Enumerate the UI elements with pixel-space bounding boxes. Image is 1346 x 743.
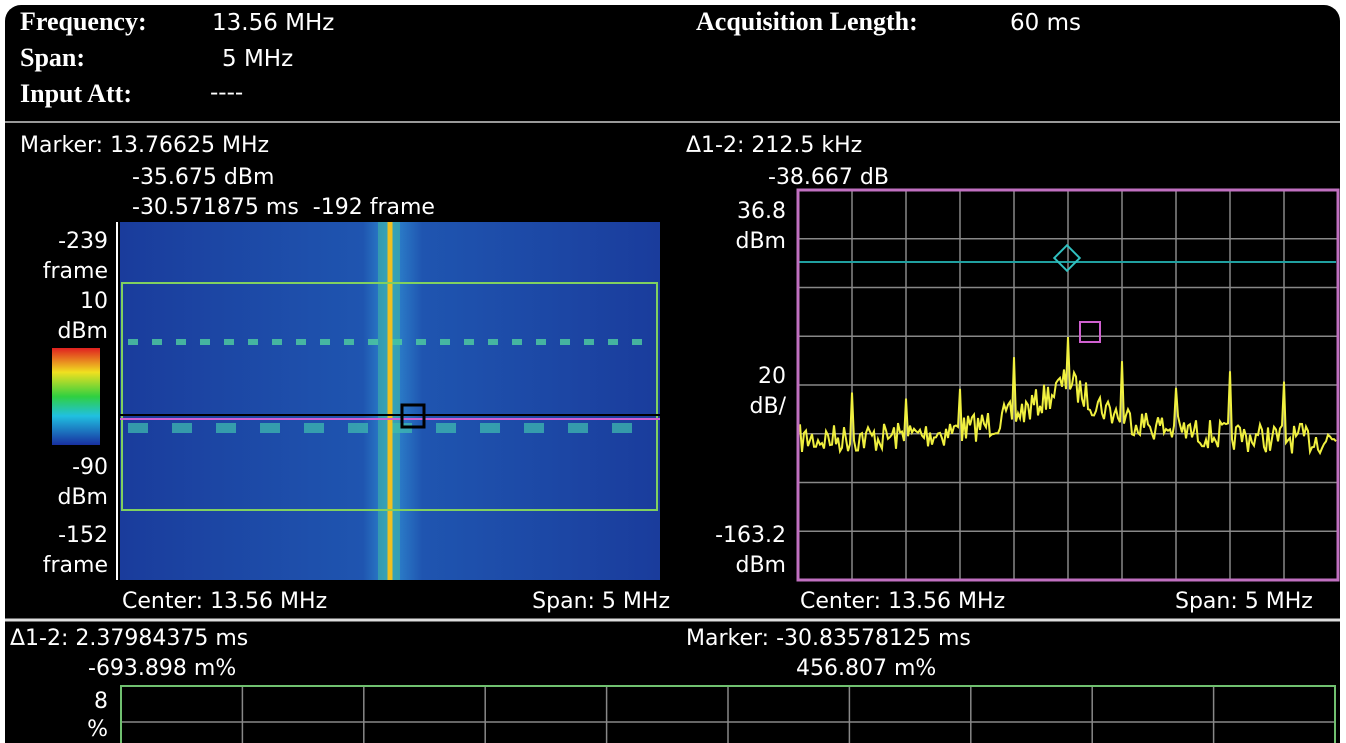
spectrogram-panel: Marker: 13.76625 MHz -35.675 dBm -30.571… [20, 133, 670, 614]
label: Acquisition Length: [696, 7, 918, 36]
marker-value: 456.807 m% [796, 656, 936, 681]
spectrum-panel: Δ1-2: 212.5 kHz -38.667 dB 36.8 dBm 20 d… [686, 133, 1340, 614]
axis-label: dBm [736, 229, 787, 254]
axis-label: 20 [758, 364, 786, 389]
plot-frame [796, 188, 1340, 582]
axis-label: -152 [58, 523, 108, 548]
center: Center: 13.56 MHz [800, 589, 1005, 614]
color-scale [52, 348, 100, 445]
axis-label: -163.2 [715, 523, 786, 548]
marker-2 [1079, 321, 1101, 343]
delta: Δ1-2: 212.5 kHz [686, 133, 862, 158]
axis-label: dB/ [750, 394, 787, 419]
delta-value: -693.898 m% [88, 656, 236, 681]
marker-1 [1052, 243, 1082, 273]
value: ---- [210, 80, 243, 106]
delta-level: -38.667 dB [768, 165, 889, 190]
time-panel: Δ1-2: 2.37984375 ms -693.898 m% Marker: … [10, 626, 1336, 743]
marker-box [400, 403, 426, 429]
axis-label: frame [43, 553, 108, 578]
span: Span: 5 MHz [1175, 589, 1313, 614]
marker: Marker: 13.76625 MHz [20, 133, 269, 158]
label: Span: [20, 43, 85, 72]
marker: Marker: -30.83578125 ms [686, 626, 971, 651]
selection [121, 282, 658, 511]
axis-label: dBm [58, 485, 109, 510]
value: 60 ms [1010, 10, 1081, 36]
marker-time: -30.571875 ms -192 frame [132, 195, 435, 220]
axis-label: 10 [80, 289, 108, 314]
trace [799, 336, 1337, 456]
axis-label: -239 [58, 229, 108, 254]
axis-label: -90 [72, 455, 108, 480]
axis-label: dBm [736, 553, 787, 578]
value: 13.56 MHz [212, 10, 334, 36]
center: Center: 13.56 MHz [122, 589, 327, 614]
grid [121, 686, 1335, 743]
label: Frequency: [20, 7, 147, 36]
axis-label: frame [43, 259, 108, 284]
axis-label: % [87, 717, 108, 742]
axis-label: 36.8 [737, 199, 786, 224]
axis-label: dBm [58, 319, 109, 344]
header: Frequency: 13.56 MHz Span: 5 MHz Input A… [20, 7, 1081, 108]
label: Input Att: [20, 79, 132, 108]
span: Span: 5 MHz [532, 589, 670, 614]
marker-level: -35.675 dBm [132, 165, 274, 190]
value: 5 MHz [222, 46, 293, 72]
delta: Δ1-2: 2.37984375 ms [10, 626, 248, 651]
plot-frame [120, 685, 1336, 743]
axis-label: 8 [94, 689, 108, 714]
